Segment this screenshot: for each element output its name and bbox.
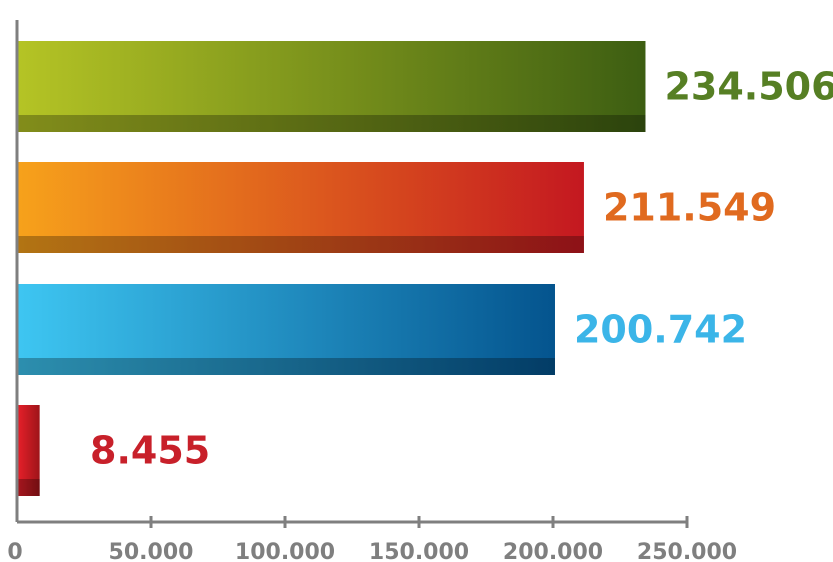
x-tick-label-4: 200.000 (503, 540, 603, 562)
value-label-1: 234.506 (664, 65, 833, 109)
value-label-2: 211.549 (603, 186, 776, 230)
bar-4-shadow (17, 479, 40, 496)
bar-1-shadow (17, 115, 646, 132)
value-labels-group: 234.506 211.549 200.742 8.455 (90, 65, 833, 473)
x-tick-label-1: 50.000 (109, 540, 194, 562)
x-tick-label-3: 150.000 (369, 540, 469, 562)
x-tick-labels-group: 0 50.000 100.000 150.000 200.000 250.000 (7, 540, 737, 562)
bar-1 (17, 41, 646, 132)
bars-group (17, 41, 646, 496)
bar-2 (17, 162, 584, 253)
x-tick-label-0: 0 (7, 540, 22, 562)
bar-2-shadow (17, 236, 584, 253)
value-label-4: 8.455 (90, 429, 210, 473)
bar-3 (17, 284, 555, 375)
x-tick-label-2: 100.000 (235, 540, 335, 562)
x-tick-label-5: 250.000 (637, 540, 737, 562)
bar-3-shadow (17, 358, 555, 375)
bar-4 (17, 405, 40, 496)
value-label-3: 200.742 (574, 308, 747, 352)
x-ticks-group (149, 516, 689, 528)
